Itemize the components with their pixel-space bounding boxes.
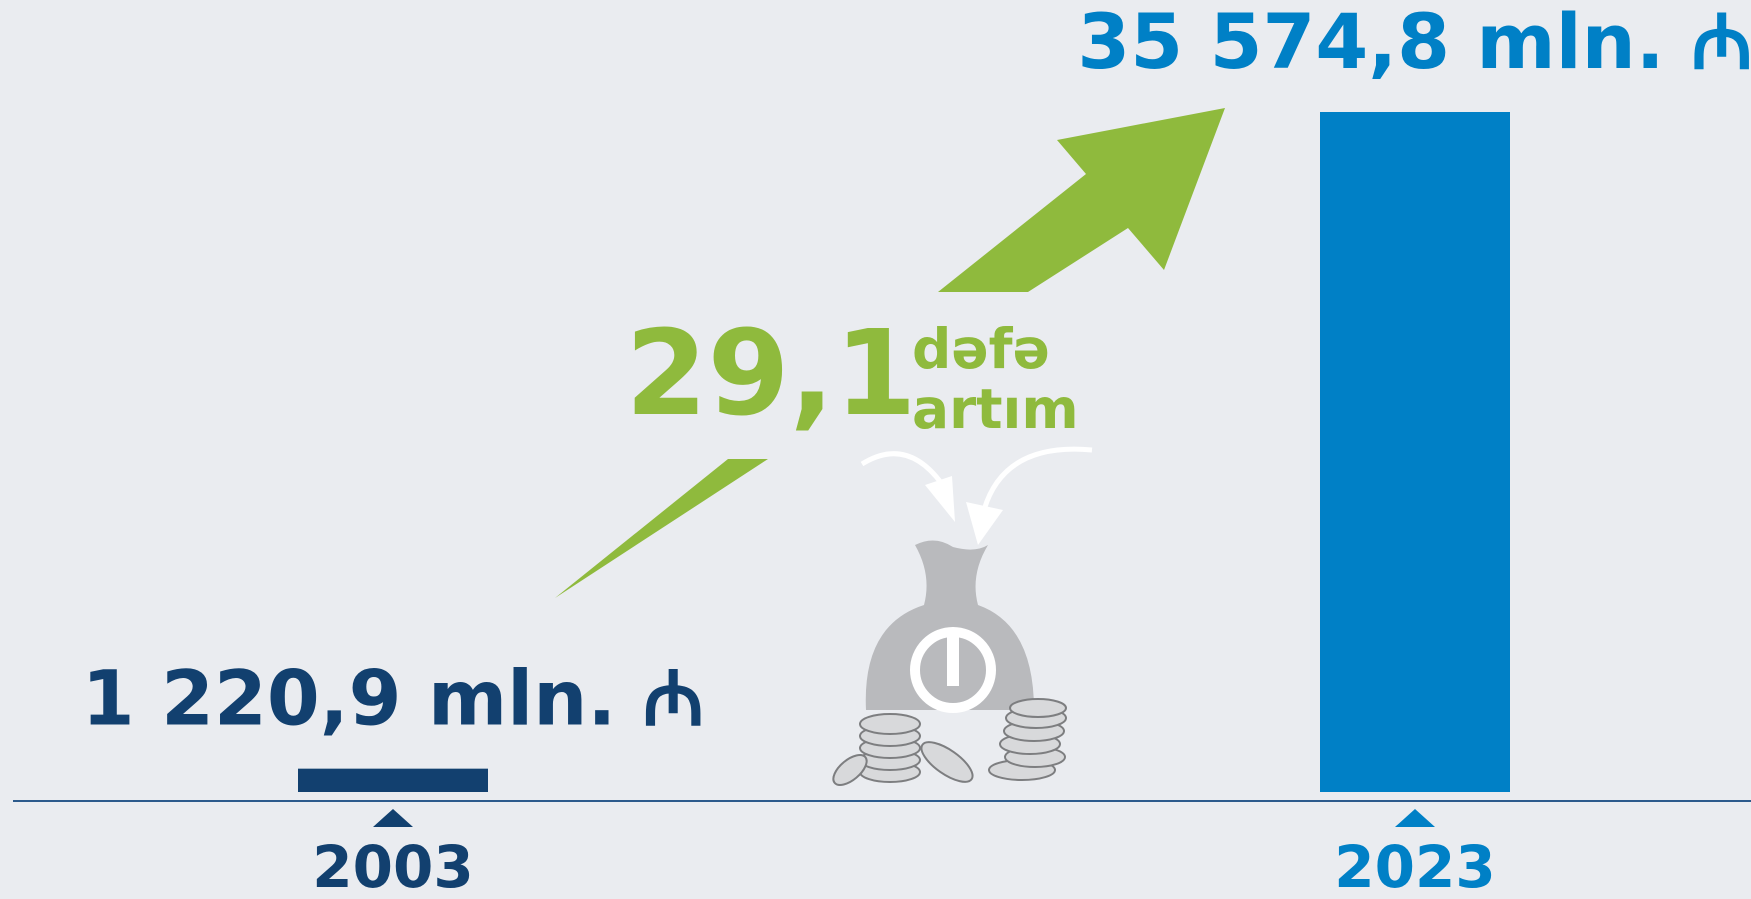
tick-pointer [1395, 809, 1435, 827]
multiplier-unit: dəfə [912, 317, 1050, 381]
multiplier: 29,1 [625, 304, 916, 442]
x-tick-label: 2023 [1334, 833, 1495, 899]
x-tick-label: 2003 [312, 833, 473, 899]
multiplier-caption: artım [912, 377, 1079, 441]
tick-pointer [373, 809, 413, 827]
value-label: 35 574,8 mln. ₼ [1077, 0, 1751, 86]
bar [1320, 112, 1510, 792]
growth-arrow-head [938, 108, 1225, 292]
growth-arrow-tail [555, 459, 768, 598]
money-bag-icon [832, 446, 1093, 786]
value-label: 1 220,9 mln. ₼ [82, 654, 704, 743]
bar [298, 768, 488, 792]
